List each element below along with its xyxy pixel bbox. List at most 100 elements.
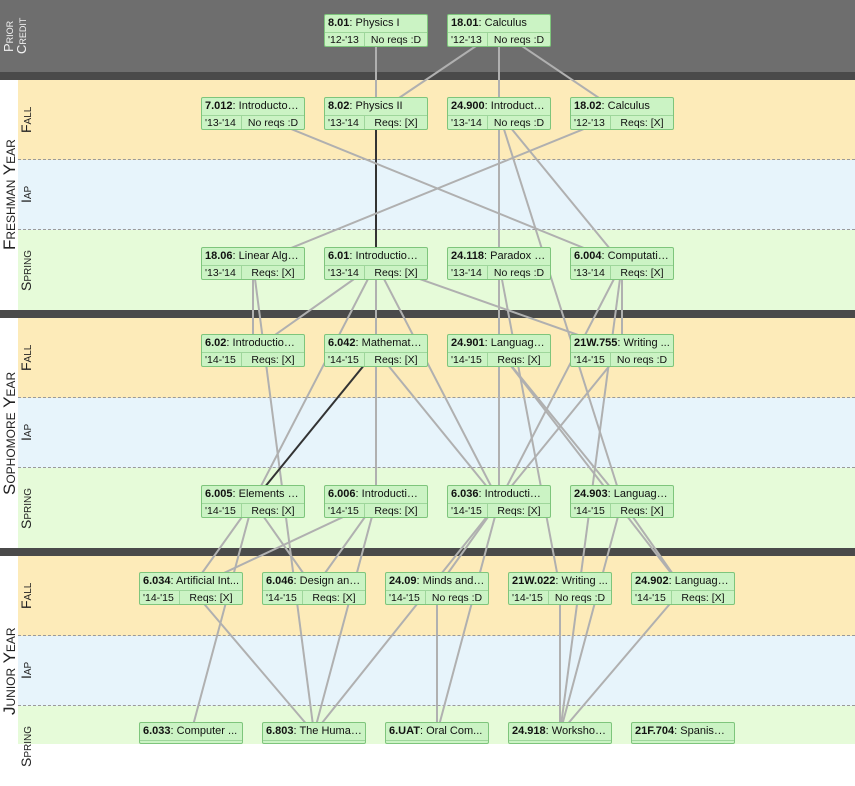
course-card-6-uat[interactable]: 6.UAT: Oral Com... [385, 722, 489, 744]
course-card-6-01[interactable]: 6.01: Introduction t... '13-'14 Reqs: [X] [324, 247, 428, 280]
course-card-6-034[interactable]: 6.034: Artificial Int... '14-'15 Reqs: [X… [139, 572, 243, 605]
freshman-spring-row [18, 230, 855, 310]
course-year: '14-'15 [140, 591, 180, 604]
course-card-8-02[interactable]: 8.02: Physics II '13-'14 Reqs: [X] [324, 97, 428, 130]
course-card-24-900[interactable]: 24.900: Introductio... '13-'14 No reqs :D [447, 97, 551, 130]
course-card-6-02[interactable]: 6.02: Introduction t... '14-'15 Reqs: [X] [201, 334, 305, 367]
course-card-24-918[interactable]: 24.918: Workshop... [508, 722, 612, 744]
course-reqs: Reqs: [X] [497, 354, 541, 366]
course-year: '14-'15 [632, 591, 672, 604]
course-title: 18.02: Calculus [571, 98, 673, 116]
prereq-edge-c6036-c6uat [436, 501, 500, 734]
course-year: '14-'15 [509, 591, 549, 604]
course-title: 6.005: Elements of... [202, 486, 304, 504]
prereq-edge-c6005-c6033 [190, 501, 254, 734]
course-title: 21W.755: Writing ... [571, 335, 673, 353]
course-card-21w-755[interactable]: 21W.755: Writing ... '14-'15 No reqs :D [570, 334, 674, 367]
course-title: 21F.704: Spanish IV [632, 723, 734, 741]
course-reqs: Reqs: [X] [312, 592, 356, 604]
course-title: 6.01: Introduction t... [325, 248, 427, 266]
course-title: 6.033: Computer ... [140, 723, 242, 741]
course-title: 18.06: Linear Alge... [202, 248, 304, 266]
course-year: '13-'14 [202, 266, 242, 279]
course-title: 6.006: Introduction... [325, 486, 427, 504]
course-title: 6.UAT: Oral Com... [386, 723, 488, 741]
prereq-edge-c601-c6036 [375, 263, 500, 502]
course-card-6-042[interactable]: 6.042: Mathematic... '14-'15 Reqs: [X] [324, 334, 428, 367]
course-title: 24.900: Introductio... [448, 98, 550, 116]
course-year: '14-'15 [325, 353, 365, 366]
course-reqs: Reqs: [X] [620, 267, 664, 279]
prereq-edge-c6036-c6803 [313, 500, 500, 734]
prereq-edge-c6042-c6005 [252, 349, 377, 503]
course-reqs: Reqs: [X] [374, 267, 418, 279]
course-title: 8.02: Physics II [325, 98, 427, 116]
course-title: 21W.022: Writing ... [509, 573, 611, 591]
course-title: 6.02: Introduction t... [202, 335, 304, 353]
sophomore-spring-row [18, 468, 855, 548]
prereq-edge-c21w755-c6036 [498, 349, 623, 503]
course-title: 6.803: The Human... [263, 723, 365, 741]
course-reqs: Reqs: [X] [251, 267, 295, 279]
course-title: 24.901: Language... [448, 335, 550, 353]
prereq-edge-c601-c6005 [252, 263, 377, 502]
course-card-24-902[interactable]: 24.902: Language... '14-'15 Reqs: [X] [631, 572, 735, 605]
course-card-18-01[interactable]: 18.01: Calculus '12-'13 No reqs :D [447, 14, 551, 47]
course-reqs: Reqs: [X] [681, 592, 725, 604]
prereq-edge-c6034-c6803 [190, 587, 315, 734]
course-card-24-903[interactable]: 24.903: Language... '14-'15 Reqs: [X] [570, 485, 674, 518]
course-reqs: No reqs :D [493, 34, 545, 46]
sophomore-fall-row [18, 318, 855, 398]
course-card-24-09[interactable]: 24.09: Minds and ... '14-'15 No reqs :D [385, 572, 489, 605]
year-separator [0, 548, 855, 556]
course-reqs: Reqs: [X] [374, 117, 418, 129]
course-reqs: No reqs :D [493, 267, 545, 279]
course-year: '12-'13 [448, 33, 488, 46]
course-card-6-046[interactable]: 6.046: Design and... '14-'15 Reqs: [X] [262, 572, 366, 605]
course-card-18-02[interactable]: 18.02: Calculus '12-'13 Reqs: [X] [570, 97, 674, 130]
course-card-24-901[interactable]: 24.901: Language... '14-'15 Reqs: [X] [447, 334, 551, 367]
course-card-6-004[interactable]: 6.004: Computatio... '13-'14 Reqs: [X] [570, 247, 674, 280]
prereq-edge-c24901-c24902 [498, 349, 684, 590]
course-card-21w-022[interactable]: 21W.022: Writing ... '14-'15 No reqs :D [508, 572, 612, 605]
prereq-edge-c7012-c6004 [252, 112, 623, 265]
course-title: 6.034: Artificial Int... [140, 573, 242, 591]
course-card-6-033[interactable]: 6.033: Computer ... [139, 722, 243, 744]
course-title: 6.042: Mathematic... [325, 335, 427, 353]
sophomore-iap-row [18, 398, 855, 468]
year-separator [0, 310, 855, 318]
course-year: '14-'15 [386, 591, 426, 604]
course-card-6-803[interactable]: 6.803: The Human... [262, 722, 366, 744]
prereq-edge-c24902-c24918 [559, 587, 684, 734]
course-title: 24.903: Language... [571, 486, 673, 504]
course-reqs: Reqs: [X] [251, 354, 295, 366]
course-card-21f-704[interactable]: 21F.704: Spanish IV [631, 722, 735, 744]
course-year: '13-'14 [202, 116, 242, 129]
course-year: '14-'15 [448, 504, 488, 517]
course-reqs: No reqs :D [247, 117, 299, 129]
course-reqs: Reqs: [X] [374, 354, 418, 366]
course-card-8-01[interactable]: 8.01: Physics I '12-'13 No reqs :D [324, 14, 428, 47]
freshman-iap-row [18, 160, 855, 230]
prereq-edge-c24903-c24918 [559, 501, 623, 734]
course-reqs: Reqs: [X] [620, 505, 664, 517]
course-card-18-06[interactable]: 18.06: Linear Alge... '13-'14 Reqs: [X] [201, 247, 305, 280]
course-year: '13-'14 [571, 266, 611, 279]
course-card-7-012[interactable]: 7.012: Introductory... '13-'14 No reqs :D [201, 97, 305, 130]
course-title: 6.004: Computatio... [571, 248, 673, 266]
course-title: 24.118: Paradox a... [448, 248, 550, 266]
course-year: '14-'15 [325, 504, 365, 517]
course-reqs: Reqs: [X] [251, 505, 295, 517]
course-year: '13-'14 [325, 266, 365, 279]
course-card-24-118[interactable]: 24.118: Paradox a... '13-'14 No reqs :D [447, 247, 551, 280]
course-card-6-006[interactable]: 6.006: Introduction... '14-'15 Reqs: [X] [324, 485, 428, 518]
prereq-edge-c6042-c6036 [375, 349, 500, 503]
course-title: 6.046: Design and... [263, 573, 365, 591]
course-card-6-036[interactable]: 6.036: Introduction... '14-'15 Reqs: [X] [447, 485, 551, 518]
course-year: '13-'14 [325, 116, 365, 129]
course-year: '13-'14 [448, 116, 488, 129]
course-year: '13-'14 [448, 266, 488, 279]
course-card-6-005[interactable]: 6.005: Elements of... '14-'15 Reqs: [X] [201, 485, 305, 518]
course-reqs: Reqs: [X] [189, 592, 233, 604]
freshman-fall-row [18, 80, 855, 160]
